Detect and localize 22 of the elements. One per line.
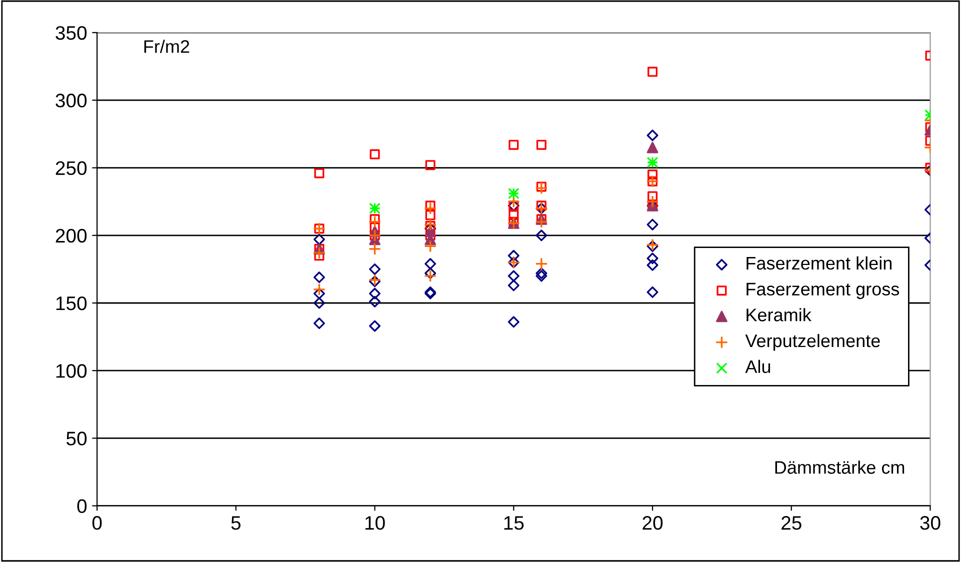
y-tick-label: 350 [56, 26, 87, 40]
y-tick-label: 0 [77, 499, 87, 514]
y-tick-label: 250 [56, 161, 87, 176]
y-tick-label: 50 [66, 432, 87, 446]
x-axis-title: Dämmstärke cm [775, 460, 904, 474]
x-tick-label: 20 [642, 516, 663, 530]
x-tick-label: 25 [782, 516, 802, 530]
y-axis-title: Fr/m2 [144, 40, 190, 53]
y-tick-label: 200 [56, 228, 87, 243]
legend-label: Verputzelemente [745, 334, 880, 351]
y-tick-label: 300 [56, 94, 87, 108]
x-tick-label: 10 [365, 516, 385, 530]
legend-label: Faserzement klein [746, 256, 892, 270]
x-tick-label: 5 [231, 516, 241, 530]
x-tick-label: 15 [504, 516, 524, 530]
x-tick-label: 0 [92, 516, 102, 530]
legend-label: Keramik [746, 308, 812, 322]
y-tick-label: 150 [56, 296, 87, 310]
y-tick-label: 100 [56, 364, 87, 378]
legend-label: Alu [745, 360, 770, 374]
legend-label: Faserzement gross [746, 282, 900, 300]
x-tick-label: 30 [920, 516, 940, 530]
